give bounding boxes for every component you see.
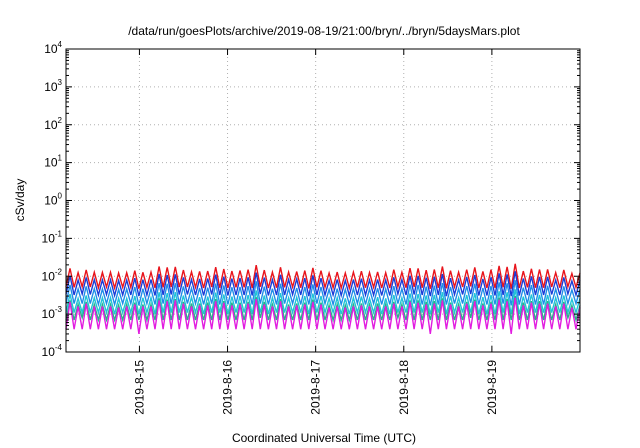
- series-line-6: [65, 297, 581, 335]
- x-axis: 2019-8-15 2019-8-16 2019-8-17 2019-8-18 2019…: [132, 49, 499, 415]
- y-axis: 10-4 10-3 10-2 10-1 100 101 102 103 104: [42, 40, 580, 359]
- y-tick-label: 10-4: [42, 343, 63, 359]
- x-tick-label: 2019-8-16: [221, 360, 235, 415]
- y-tick-label: 100: [44, 192, 62, 208]
- x-tick-label: 2019-8-17: [309, 360, 323, 415]
- series-line-2: [65, 271, 581, 299]
- x-axis-label: Coordinated Universal Time (UTC): [232, 431, 416, 445]
- series-line-4: [65, 289, 581, 316]
- series-line-3: [65, 280, 581, 308]
- y-axis-label: cSv/day: [13, 179, 27, 222]
- x-tick-label: 2019-8-15: [132, 360, 146, 415]
- y-tick-label: 10-2: [42, 267, 63, 283]
- y-tick-label: 101: [44, 154, 62, 170]
- series-line-1: [65, 263, 581, 291]
- x-tick-label: 2019-8-18: [397, 360, 411, 415]
- chart-title: /data/run/goesPlots/archive/2019-08-19/2…: [128, 24, 520, 38]
- x-tick-label: 2019-8-19: [485, 360, 499, 415]
- y-tick-label: 103: [44, 78, 62, 94]
- y-tick-label: 102: [44, 116, 62, 132]
- series-layer: [65, 263, 581, 335]
- y-tick-label: 10-3: [42, 305, 63, 321]
- y-tick-label: 10-1: [42, 229, 63, 245]
- y-tick-label: 104: [44, 40, 62, 56]
